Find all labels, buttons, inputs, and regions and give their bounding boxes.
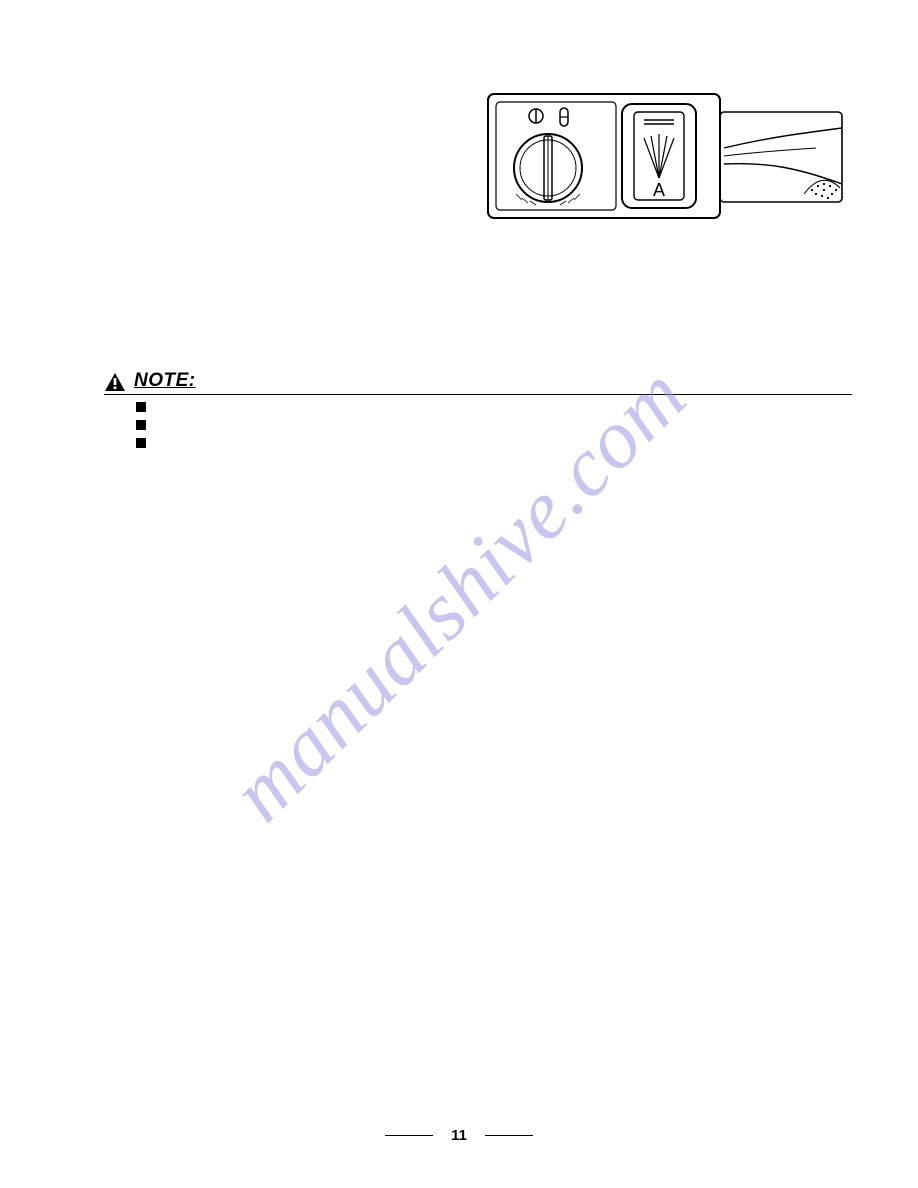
note-row: NOTE: [104,370,852,392]
bullet-square [136,402,146,412]
page-footer: 11 [0,1127,918,1144]
footer-dash-right [485,1135,533,1136]
diagram-svg: A [486,90,846,222]
switch-label-a: A [653,180,665,200]
control-panel-diagram: A [486,90,846,222]
footer-dash-left [385,1135,433,1136]
bullet-square [136,438,146,448]
bullet-square [136,420,146,430]
note-label: NOTE: [134,370,196,392]
page: manualshive.com [0,0,918,1188]
page-number: 11 [451,1127,467,1144]
watermark-text: manualshive.com [212,347,705,840]
bullet-list [136,402,146,448]
warning-icon [104,372,126,392]
note-underline [104,394,852,395]
